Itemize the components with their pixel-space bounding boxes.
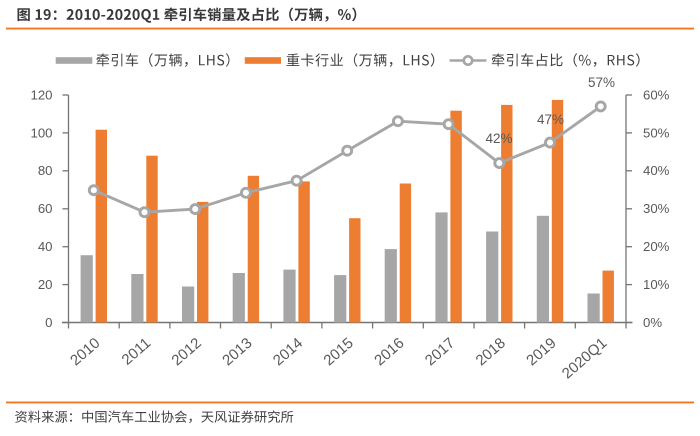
svg-text:60%: 60% xyxy=(643,87,670,102)
svg-text:80: 80 xyxy=(38,163,53,178)
svg-text:60: 60 xyxy=(38,201,53,216)
svg-text:40%: 40% xyxy=(643,163,670,178)
svg-text:0%: 0% xyxy=(643,315,662,330)
svg-text:40: 40 xyxy=(38,239,53,254)
svg-text:30%: 30% xyxy=(643,201,670,216)
svg-text:47%: 47% xyxy=(537,112,564,127)
svg-text:10%: 10% xyxy=(643,277,670,292)
svg-text:42%: 42% xyxy=(485,131,512,146)
svg-text:57%: 57% xyxy=(588,75,615,90)
svg-text:20: 20 xyxy=(38,277,53,292)
svg-text:20%: 20% xyxy=(643,239,670,254)
svg-text:100: 100 xyxy=(30,125,52,140)
svg-text:50%: 50% xyxy=(643,125,670,140)
svg-text:0: 0 xyxy=(45,315,52,330)
svg-text:120: 120 xyxy=(30,87,52,102)
